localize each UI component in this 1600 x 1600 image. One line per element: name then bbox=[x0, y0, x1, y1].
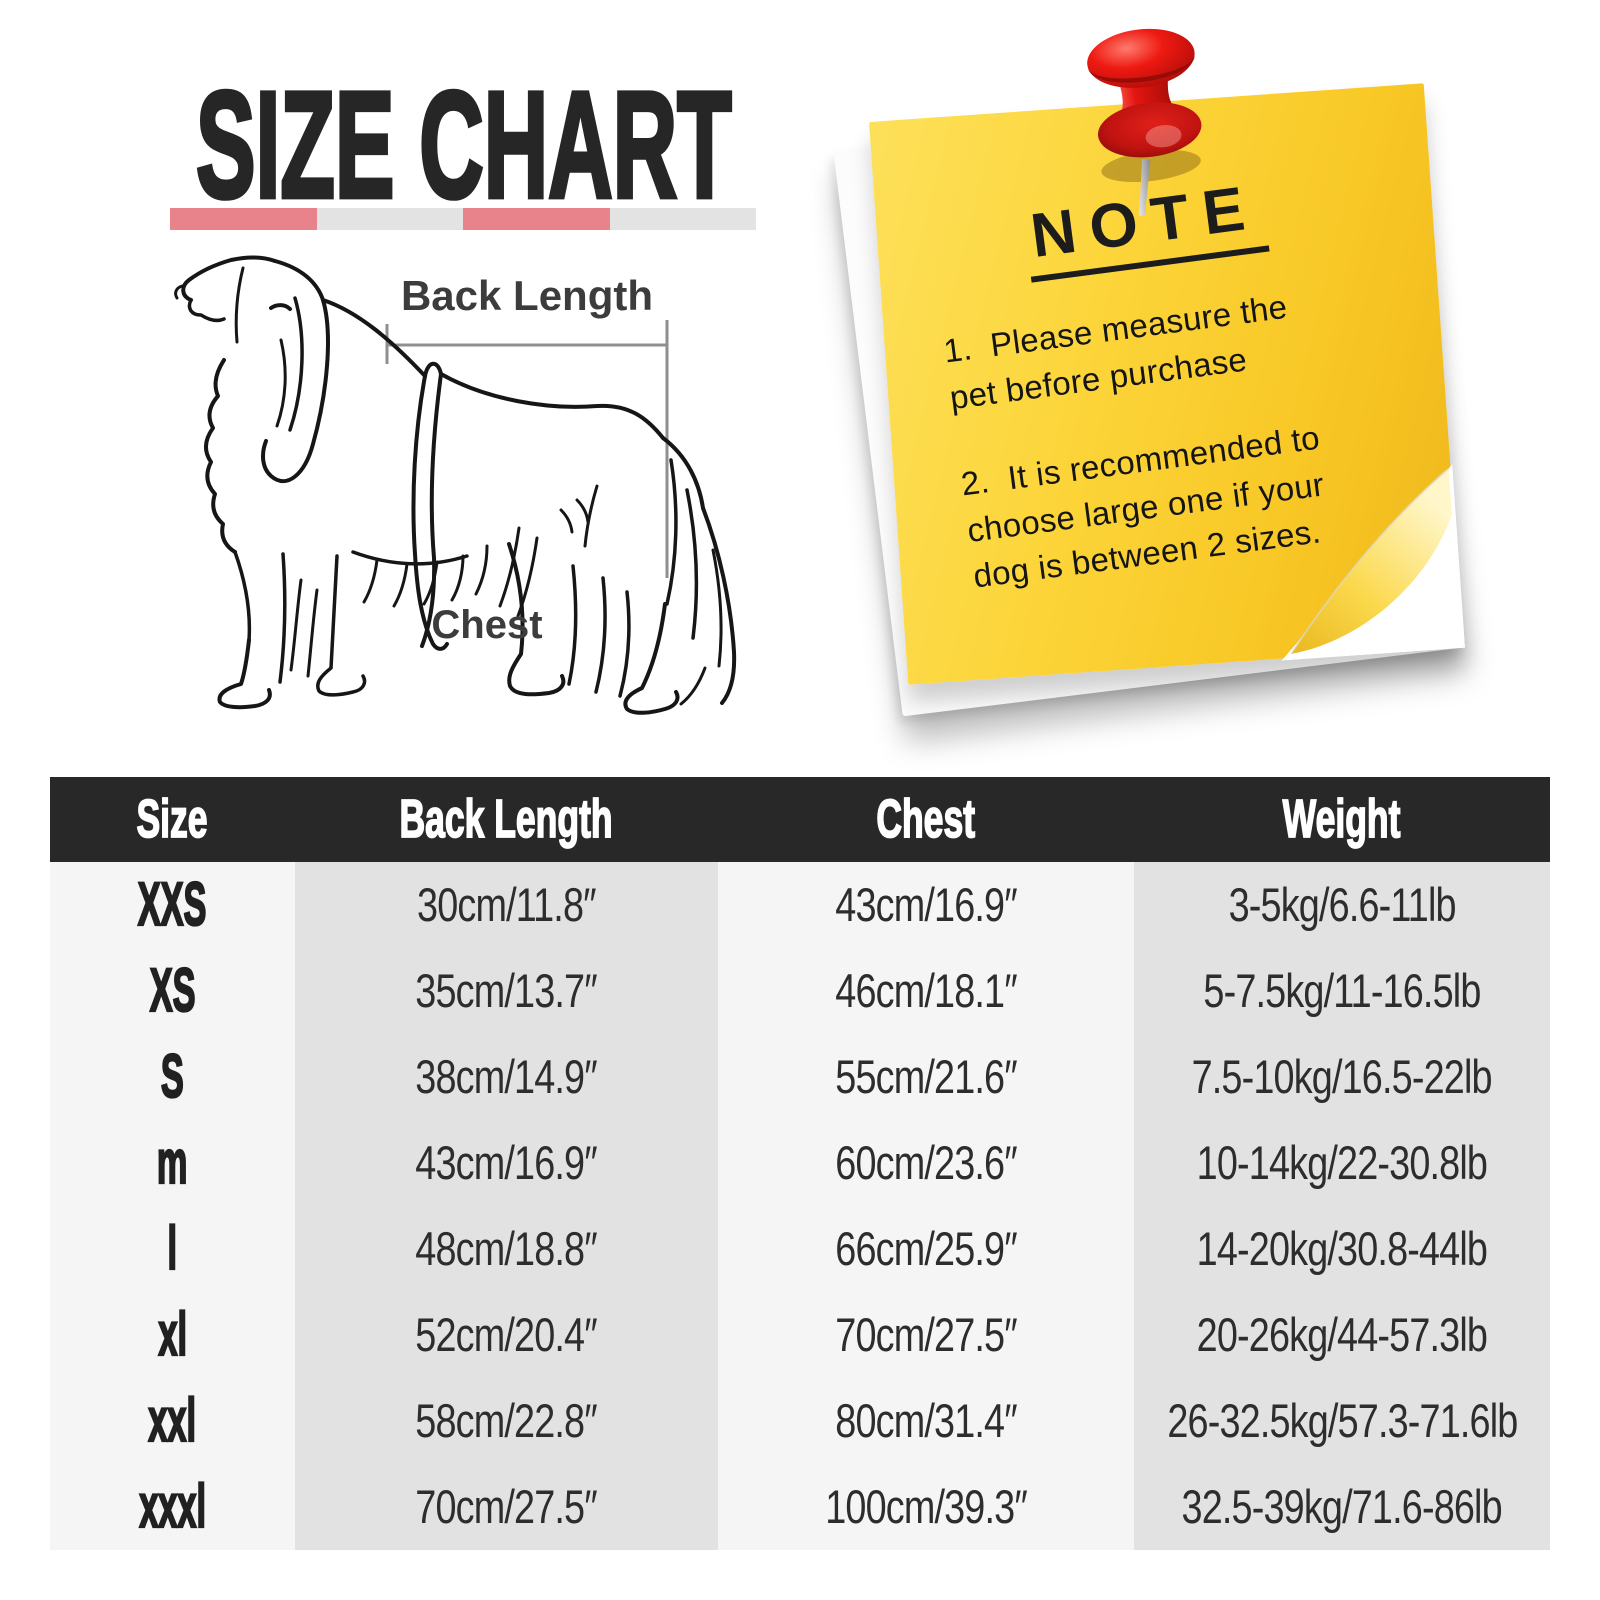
header-cell-weight: Weight bbox=[1283, 789, 1402, 850]
table-row-cell: 35cm/13.7″ bbox=[295, 948, 718, 1034]
table-row-cell: 52cm/20.4″ bbox=[295, 1292, 718, 1378]
table-row-cell: 10-14kg/22-30.8lb bbox=[1134, 1120, 1550, 1206]
table-row-cell: 70cm/27.5″ bbox=[718, 1292, 1134, 1378]
table-row-cell: xxxl bbox=[50, 1464, 295, 1550]
header-cell-size: Size bbox=[136, 789, 209, 850]
table-row-cell: 43cm/16.9″ bbox=[295, 1120, 718, 1206]
table-row-cell: 55cm/21.6″ bbox=[718, 1034, 1134, 1120]
table-row-cell: 38cm/14.9″ bbox=[295, 1034, 718, 1120]
header-cell-back-length: Back Length bbox=[399, 789, 614, 850]
table-row-cell: 58cm/22.8″ bbox=[295, 1378, 718, 1464]
dog-measurement-diagram: Back Length Chest bbox=[125, 248, 815, 723]
size-table-body: XXS 30cm/11.8″ 43cm/16.9″ 3-5kg/6.6-11lb… bbox=[50, 862, 1550, 1550]
table-row-cell: xxl bbox=[50, 1378, 295, 1464]
table-row-cell: 46cm/18.1″ bbox=[718, 948, 1134, 1034]
size-table-header: Size Back Length Chest Weight bbox=[50, 777, 1550, 862]
table-row-cell: 3-5kg/6.6-11lb bbox=[1134, 862, 1550, 948]
table-row-cell: S bbox=[50, 1034, 295, 1120]
pushpin-icon bbox=[1087, 28, 1202, 216]
table-row-cell: 7.5-10kg/16.5-22lb bbox=[1134, 1034, 1550, 1120]
dog-sketch bbox=[174, 255, 737, 715]
table-row-cell: XXS bbox=[50, 862, 295, 948]
dog-illustration: Back Length Chest bbox=[174, 255, 737, 715]
table-row-cell: 43cm/16.9″ bbox=[718, 862, 1134, 948]
table-row-cell: 48cm/18.8″ bbox=[295, 1206, 718, 1292]
divider-segment-gray bbox=[609, 208, 756, 230]
title-divider bbox=[170, 208, 756, 230]
note-paper: NOTE 1. Please measure the pet before pu… bbox=[869, 83, 1466, 685]
table-row-cell: 30cm/11.8″ bbox=[295, 862, 718, 948]
back-length-label: Back Length bbox=[401, 272, 653, 319]
divider-segment-gray bbox=[316, 208, 463, 230]
divider-segment-pink bbox=[463, 208, 610, 230]
table-row-cell: xl bbox=[50, 1292, 295, 1378]
divider-segment-pink bbox=[170, 208, 317, 230]
note-item-1: 1. Please measure the pet before purchas… bbox=[941, 287, 1290, 417]
table-row-cell: 20-26kg/44-57.3lb bbox=[1134, 1292, 1550, 1378]
note-curled-corner bbox=[1281, 464, 1466, 661]
table-row-cell: 70cm/27.5″ bbox=[295, 1464, 718, 1550]
table-row-cell: l bbox=[50, 1206, 295, 1292]
table-row-cell: 14-20kg/30.8-44lb bbox=[1134, 1206, 1550, 1292]
chest-label: Chest bbox=[431, 603, 542, 647]
table-row-cell: 60cm/23.6″ bbox=[718, 1120, 1134, 1206]
table-row-cell: 66cm/25.9″ bbox=[718, 1206, 1134, 1292]
header-cell-chest: Chest bbox=[876, 789, 976, 850]
table-row-cell: 100cm/39.3″ bbox=[718, 1464, 1134, 1550]
table-row-cell: m bbox=[50, 1120, 295, 1206]
table-row-cell: 5-7.5kg/11-16.5lb bbox=[1134, 948, 1550, 1034]
size-table: Size Back Length Chest Weight XXS 30cm/1… bbox=[50, 777, 1550, 1550]
table-row-cell: XS bbox=[50, 948, 295, 1034]
table-row-cell: 80cm/31.4″ bbox=[718, 1378, 1134, 1464]
back-length-measure-line bbox=[385, 320, 669, 578]
table-row-cell: 26-32.5kg/57.3-71.6lb bbox=[1134, 1378, 1550, 1464]
table-row-cell: 32.5-39kg/71.6-86lb bbox=[1134, 1464, 1550, 1550]
note-sticky: NOTE 1. Please measure the pet before pu… bbox=[833, 18, 1530, 748]
page-title: SIZE CHART bbox=[195, 61, 734, 230]
